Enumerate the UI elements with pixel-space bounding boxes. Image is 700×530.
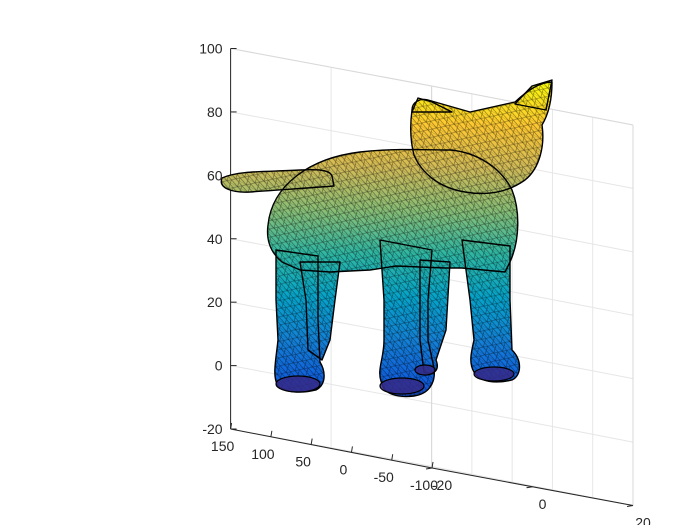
z-tick-label: 0 [215,358,223,374]
y-tick-label: -20 [432,477,452,493]
x-tick-label: 0 [340,461,348,477]
x-tick [431,461,434,469]
x-tick-label: 100 [251,446,275,462]
cat-paw [473,366,515,382]
z-tick-label: 100 [199,41,223,57]
cat-paw [414,364,436,376]
cat-tail-outline [220,168,335,193]
x-tick [270,430,273,437]
grid-z-side [230,365,432,404]
x-tick [391,454,394,461]
grid-z-back [431,339,634,380]
z-tick-label: 60 [207,167,223,183]
x-tick-label: 50 [295,454,311,470]
x-axis-line [230,428,433,469]
grid-z-side [230,111,432,150]
cat-head-outline [409,81,553,195]
cat-ear-right-outline [514,79,553,111]
cat-triangle-mesh [221,82,552,397]
x-tick [230,422,233,430]
cat-surface [220,79,553,398]
z-tick-label: -20 [202,421,222,437]
x-tick [310,438,313,445]
y-tick-label: 0 [539,496,547,512]
y-tick [425,467,433,470]
cat-paw [275,375,321,393]
axes-layer [230,48,634,507]
x-tick-label: -100 [410,477,438,493]
box-edge [230,48,432,87]
cat-ear-left-outline [411,97,453,113]
y-tick [626,505,634,507]
grid-z-back [431,402,634,443]
z-tick-label: 40 [207,231,223,247]
cat-leg-front-right-outline [461,239,521,383]
cat-leg-front-left-outline [379,239,435,398]
y-tick [526,486,533,489]
z-tick-label: 80 [207,104,223,120]
y-tick-label: 20 [635,515,651,526]
z-tick-label: 20 [207,294,223,310]
x-tick [350,446,353,453]
x-tick-label: -50 [374,469,394,485]
x-tick-label: 150 [211,438,235,454]
cat-body-outline [266,148,519,273]
cat-paw [379,377,425,395]
grid-z-back [431,275,634,316]
cat-leg-back-right-outline [299,261,341,361]
